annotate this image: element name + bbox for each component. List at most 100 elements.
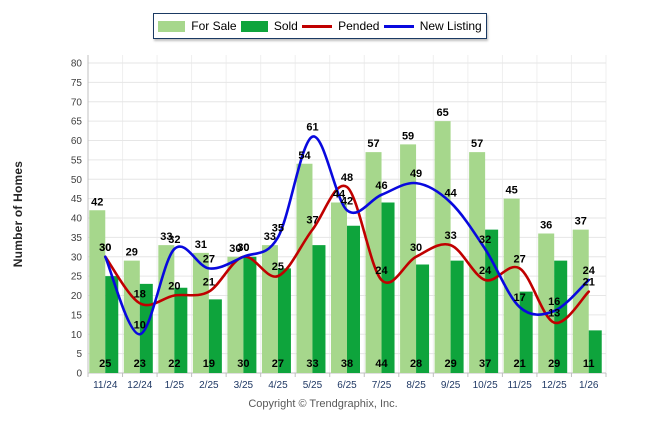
label-pended: 24 xyxy=(375,265,388,277)
label-pended: 13 xyxy=(548,308,560,320)
x-axis-label: 11/24 xyxy=(93,380,118,391)
label-new-listing: 30 xyxy=(99,242,111,254)
label-pended: 20 xyxy=(168,281,180,293)
label-for-sale: 44 xyxy=(333,189,346,201)
x-axis-label: 3/25 xyxy=(234,380,254,391)
label-pended: 25 xyxy=(272,261,284,273)
y-tick-label: 50 xyxy=(71,175,83,186)
label-sold: 27 xyxy=(272,358,284,370)
label-for-sale: 59 xyxy=(402,130,414,142)
y-tick-label: 80 xyxy=(71,59,83,70)
label-for-sale: 31 xyxy=(195,239,207,251)
x-axis-label: 11/25 xyxy=(508,380,533,391)
bar-sold xyxy=(347,225,360,373)
x-axis-label: 2/25 xyxy=(199,380,219,391)
label-for-sale: 33 xyxy=(264,231,276,243)
bar-for-sale xyxy=(503,198,520,373)
bar-sold xyxy=(416,264,430,373)
label-pended: 30 xyxy=(99,242,111,254)
new-listing-line-icon xyxy=(383,24,414,28)
for-sale-swatch-icon xyxy=(158,20,186,32)
x-axis-label: 5/25 xyxy=(303,380,323,391)
x-axis-label: 9/25 xyxy=(441,380,461,391)
bar-sold xyxy=(554,260,568,373)
bar-sold xyxy=(243,256,257,373)
label-pended: 21 xyxy=(203,277,215,289)
y-tick-label: 60 xyxy=(71,136,83,147)
y-tick-label: 10 xyxy=(71,330,83,341)
label-sold: 44 xyxy=(375,358,388,370)
bar-sold xyxy=(450,260,464,373)
label-for-sale: 54 xyxy=(298,150,311,162)
new-listing-line xyxy=(103,135,591,336)
bar-sold xyxy=(277,268,291,373)
label-pended: 24 xyxy=(479,265,492,277)
bar-for-sale xyxy=(400,144,417,373)
label-new-listing: 17 xyxy=(514,292,526,304)
chart-legend: For Sale Sold Pended New Listing xyxy=(153,13,487,39)
label-new-listing: 16 xyxy=(548,296,560,308)
label-new-listing: 61 xyxy=(306,122,318,134)
y-tick-label: 40 xyxy=(71,214,83,225)
bar-for-sale xyxy=(89,210,106,373)
y-tick-label: 45 xyxy=(71,194,83,205)
y-tick-label: 70 xyxy=(71,97,83,108)
label-new-listing: 42 xyxy=(341,195,353,207)
label-sold: 29 xyxy=(548,358,560,370)
y-tick-label: 35 xyxy=(71,233,83,244)
x-axis-label: 4/25 xyxy=(268,380,288,391)
label-new-listing: 44 xyxy=(444,188,457,200)
bar-sold xyxy=(174,287,188,373)
bar-for-sale xyxy=(434,121,451,373)
label-pended: 18 xyxy=(134,288,146,300)
sold-swatch-icon xyxy=(240,20,268,32)
label-pended: 30 xyxy=(237,242,249,254)
label-new-listing: 10 xyxy=(134,319,146,331)
y-tick-label: 15 xyxy=(71,310,83,321)
label-new-listing: 32 xyxy=(479,234,491,246)
bar-for-sale xyxy=(227,256,244,373)
bar-for-sale xyxy=(192,252,209,373)
x-axis-label: 1/25 xyxy=(165,380,185,391)
legend-label-sold: Sold xyxy=(273,19,298,33)
bar-for-sale xyxy=(331,202,347,373)
y-tick-label: 20 xyxy=(71,291,83,302)
label-new-listing: 27 xyxy=(203,253,215,265)
label-pended: 27 xyxy=(514,253,526,265)
y-tick-label: 75 xyxy=(71,78,83,89)
legend-item-pended: Pended xyxy=(302,19,379,33)
label-for-sale: 45 xyxy=(506,185,518,197)
y-tick-label: 0 xyxy=(76,369,82,380)
bar-for-sale xyxy=(296,163,313,373)
label-sold: 28 xyxy=(410,358,422,370)
x-axis-label: 10/25 xyxy=(473,380,498,391)
x-axis-label: 12/24 xyxy=(127,380,152,391)
label-for-sale: 33 xyxy=(160,231,172,243)
label-sold: 11 xyxy=(583,358,595,370)
label-sold: 29 xyxy=(444,358,456,370)
label-sold: 21 xyxy=(514,358,526,370)
label-for-sale: 57 xyxy=(367,138,379,150)
bar-sold xyxy=(105,276,119,373)
label-for-sale: 57 xyxy=(471,138,483,150)
label-for-sale: 29 xyxy=(126,247,138,259)
bar-sold xyxy=(208,299,222,373)
bar-sold xyxy=(588,330,602,373)
pended-line xyxy=(103,184,591,324)
bar-for-sale xyxy=(538,233,555,373)
label-new-listing: 49 xyxy=(410,168,422,180)
label-new-listing: 30 xyxy=(237,242,249,254)
y-axis-title: Number of Homes xyxy=(11,160,25,268)
label-new-listing: 24 xyxy=(583,265,596,277)
y-tick-label: 5 xyxy=(76,349,82,360)
y-tick-label: 30 xyxy=(71,252,83,263)
y-tick-label: 65 xyxy=(71,117,83,128)
label-for-sale: 65 xyxy=(436,107,448,119)
label-pended: 33 xyxy=(444,230,456,242)
label-pended: 37 xyxy=(306,215,318,227)
label-pended: 30 xyxy=(410,242,422,254)
label-sold: 33 xyxy=(306,358,318,370)
label-for-sale: 30 xyxy=(229,243,241,255)
x-axis-label: 7/25 xyxy=(372,380,392,391)
